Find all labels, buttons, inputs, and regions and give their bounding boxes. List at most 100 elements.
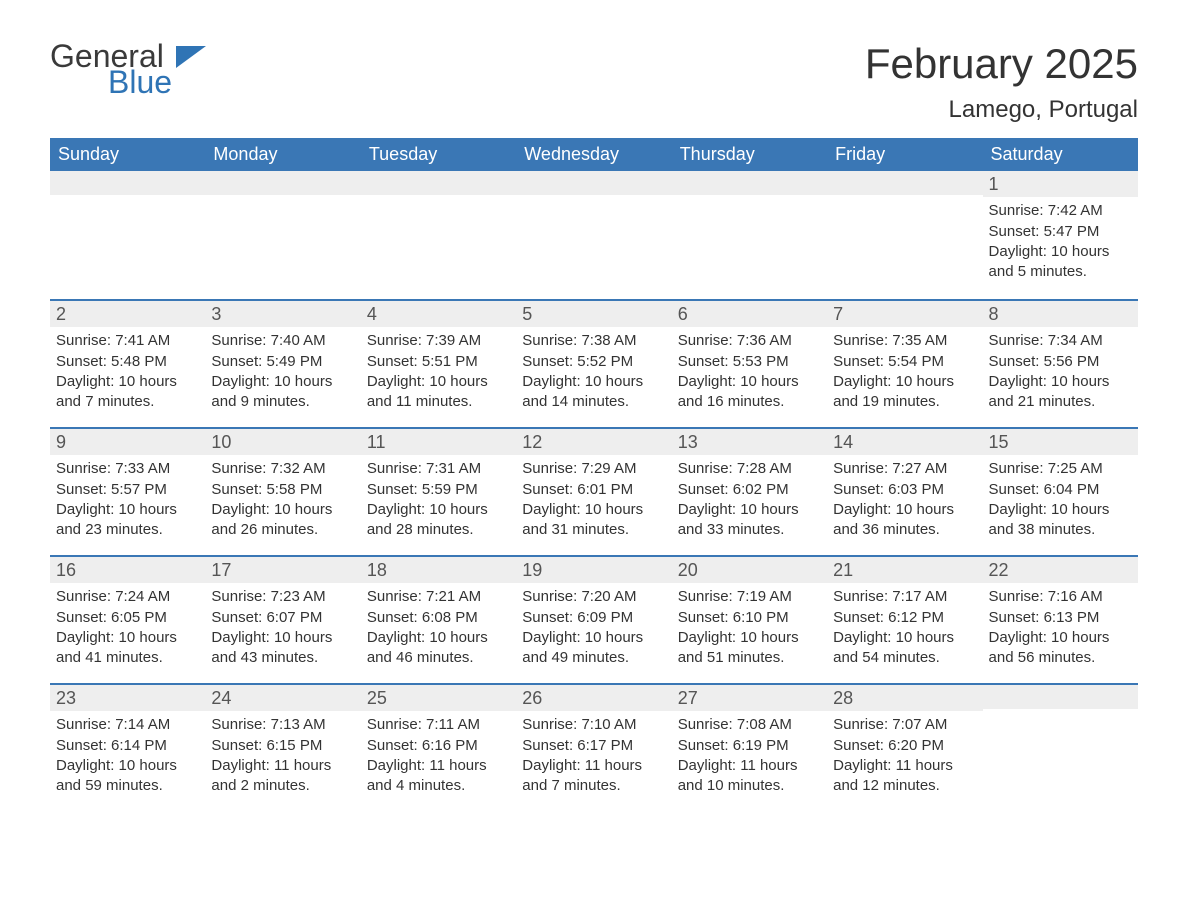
day-cell: 12Sunrise: 7:29 AMSunset: 6:01 PMDayligh… <box>516 429 671 555</box>
day-number: 22 <box>983 557 1138 583</box>
sunrise-text: Sunrise: 7:25 AM <box>989 459 1132 479</box>
day-number: 1 <box>983 171 1138 197</box>
daylight-text: Daylight: 10 hours and 41 minutes. <box>56 628 199 669</box>
sunset-text: Sunset: 6:14 PM <box>56 736 199 756</box>
sunset-text: Sunset: 5:48 PM <box>56 352 199 372</box>
day-body: Sunrise: 7:39 AMSunset: 5:51 PMDaylight:… <box>361 327 516 422</box>
day-cell: 21Sunrise: 7:17 AMSunset: 6:12 PMDayligh… <box>827 557 982 683</box>
daylight-text: Daylight: 10 hours and 5 minutes. <box>989 242 1132 283</box>
day-number: 13 <box>672 429 827 455</box>
sunset-text: Sunset: 5:58 PM <box>211 480 354 500</box>
day-cell: 14Sunrise: 7:27 AMSunset: 6:03 PMDayligh… <box>827 429 982 555</box>
sunset-text: Sunset: 6:01 PM <box>522 480 665 500</box>
month-title: February 2025 <box>865 40 1138 88</box>
day-number: 7 <box>827 301 982 327</box>
day-cell: 18Sunrise: 7:21 AMSunset: 6:08 PMDayligh… <box>361 557 516 683</box>
sunrise-text: Sunrise: 7:17 AM <box>833 587 976 607</box>
empty-day-header <box>205 171 360 195</box>
daylight-text: Daylight: 10 hours and 19 minutes. <box>833 372 976 413</box>
sunset-text: Sunset: 6:20 PM <box>833 736 976 756</box>
location-label: Lamego, Portugal <box>865 96 1138 124</box>
calendar: SundayMondayTuesdayWednesdayThursdayFrid… <box>50 138 1138 811</box>
day-number: 9 <box>50 429 205 455</box>
sunrise-text: Sunrise: 7:38 AM <box>522 331 665 351</box>
sunrise-text: Sunrise: 7:34 AM <box>989 331 1132 351</box>
sunrise-text: Sunrise: 7:29 AM <box>522 459 665 479</box>
sunrise-text: Sunrise: 7:08 AM <box>678 715 821 735</box>
day-number: 27 <box>672 685 827 711</box>
sunrise-text: Sunrise: 7:36 AM <box>678 331 821 351</box>
day-number: 10 <box>205 429 360 455</box>
day-cell: 24Sunrise: 7:13 AMSunset: 6:15 PMDayligh… <box>205 685 360 811</box>
day-number: 18 <box>361 557 516 583</box>
sunrise-text: Sunrise: 7:32 AM <box>211 459 354 479</box>
day-cell: 13Sunrise: 7:28 AMSunset: 6:02 PMDayligh… <box>672 429 827 555</box>
empty-day-header <box>983 685 1138 709</box>
day-number: 19 <box>516 557 671 583</box>
week-row: 2Sunrise: 7:41 AMSunset: 5:48 PMDaylight… <box>50 299 1138 427</box>
day-cell <box>516 171 671 299</box>
sunset-text: Sunset: 6:12 PM <box>833 608 976 628</box>
day-number: 5 <box>516 301 671 327</box>
day-body: Sunrise: 7:33 AMSunset: 5:57 PMDaylight:… <box>50 455 205 550</box>
day-body: Sunrise: 7:38 AMSunset: 5:52 PMDaylight:… <box>516 327 671 422</box>
day-number: 4 <box>361 301 516 327</box>
daylight-text: Daylight: 10 hours and 23 minutes. <box>56 500 199 541</box>
sunrise-text: Sunrise: 7:07 AM <box>833 715 976 735</box>
sunset-text: Sunset: 6:13 PM <box>989 608 1132 628</box>
day-cell: 8Sunrise: 7:34 AMSunset: 5:56 PMDaylight… <box>983 301 1138 427</box>
logo-word-blue: Blue <box>108 66 172 98</box>
day-cell: 6Sunrise: 7:36 AMSunset: 5:53 PMDaylight… <box>672 301 827 427</box>
day-body: Sunrise: 7:40 AMSunset: 5:49 PMDaylight:… <box>205 327 360 422</box>
sunset-text: Sunset: 6:09 PM <box>522 608 665 628</box>
day-body: Sunrise: 7:08 AMSunset: 6:19 PMDaylight:… <box>672 711 827 806</box>
sunrise-text: Sunrise: 7:23 AM <box>211 587 354 607</box>
day-body: Sunrise: 7:23 AMSunset: 6:07 PMDaylight:… <box>205 583 360 678</box>
day-body: Sunrise: 7:32 AMSunset: 5:58 PMDaylight:… <box>205 455 360 550</box>
day-cell <box>205 171 360 299</box>
day-body: Sunrise: 7:41 AMSunset: 5:48 PMDaylight:… <box>50 327 205 422</box>
day-cell: 4Sunrise: 7:39 AMSunset: 5:51 PMDaylight… <box>361 301 516 427</box>
sunset-text: Sunset: 6:07 PM <box>211 608 354 628</box>
day-body: Sunrise: 7:42 AMSunset: 5:47 PMDaylight:… <box>983 197 1138 292</box>
day-cell: 2Sunrise: 7:41 AMSunset: 5:48 PMDaylight… <box>50 301 205 427</box>
sunset-text: Sunset: 5:47 PM <box>989 222 1132 242</box>
day-cell: 11Sunrise: 7:31 AMSunset: 5:59 PMDayligh… <box>361 429 516 555</box>
day-cell: 17Sunrise: 7:23 AMSunset: 6:07 PMDayligh… <box>205 557 360 683</box>
sunrise-text: Sunrise: 7:28 AM <box>678 459 821 479</box>
day-number: 17 <box>205 557 360 583</box>
sunrise-text: Sunrise: 7:41 AM <box>56 331 199 351</box>
day-cell: 15Sunrise: 7:25 AMSunset: 6:04 PMDayligh… <box>983 429 1138 555</box>
empty-day-header <box>672 171 827 195</box>
day-number: 3 <box>205 301 360 327</box>
sunrise-text: Sunrise: 7:39 AM <box>367 331 510 351</box>
day-body: Sunrise: 7:10 AMSunset: 6:17 PMDaylight:… <box>516 711 671 806</box>
daylight-text: Daylight: 10 hours and 38 minutes. <box>989 500 1132 541</box>
day-body: Sunrise: 7:29 AMSunset: 6:01 PMDaylight:… <box>516 455 671 550</box>
sunrise-text: Sunrise: 7:27 AM <box>833 459 976 479</box>
logo-sail-icon <box>176 46 206 68</box>
day-cell: 10Sunrise: 7:32 AMSunset: 5:58 PMDayligh… <box>205 429 360 555</box>
daylight-text: Daylight: 10 hours and 54 minutes. <box>833 628 976 669</box>
day-cell: 1Sunrise: 7:42 AMSunset: 5:47 PMDaylight… <box>983 171 1138 299</box>
day-number: 20 <box>672 557 827 583</box>
day-cell <box>983 685 1138 811</box>
day-number: 25 <box>361 685 516 711</box>
day-body: Sunrise: 7:14 AMSunset: 6:14 PMDaylight:… <box>50 711 205 806</box>
day-body: Sunrise: 7:16 AMSunset: 6:13 PMDaylight:… <box>983 583 1138 678</box>
daylight-text: Daylight: 10 hours and 11 minutes. <box>367 372 510 413</box>
sunset-text: Sunset: 5:49 PM <box>211 352 354 372</box>
day-number: 14 <box>827 429 982 455</box>
sunset-text: Sunset: 5:51 PM <box>367 352 510 372</box>
day-cell <box>361 171 516 299</box>
daylight-text: Daylight: 10 hours and 14 minutes. <box>522 372 665 413</box>
daylight-text: Daylight: 10 hours and 59 minutes. <box>56 756 199 797</box>
logo: General Blue <box>50 40 206 98</box>
day-cell <box>50 171 205 299</box>
day-cell <box>827 171 982 299</box>
day-body: Sunrise: 7:11 AMSunset: 6:16 PMDaylight:… <box>361 711 516 806</box>
day-number: 24 <box>205 685 360 711</box>
sunset-text: Sunset: 5:57 PM <box>56 480 199 500</box>
day-number: 12 <box>516 429 671 455</box>
sunrise-text: Sunrise: 7:33 AM <box>56 459 199 479</box>
